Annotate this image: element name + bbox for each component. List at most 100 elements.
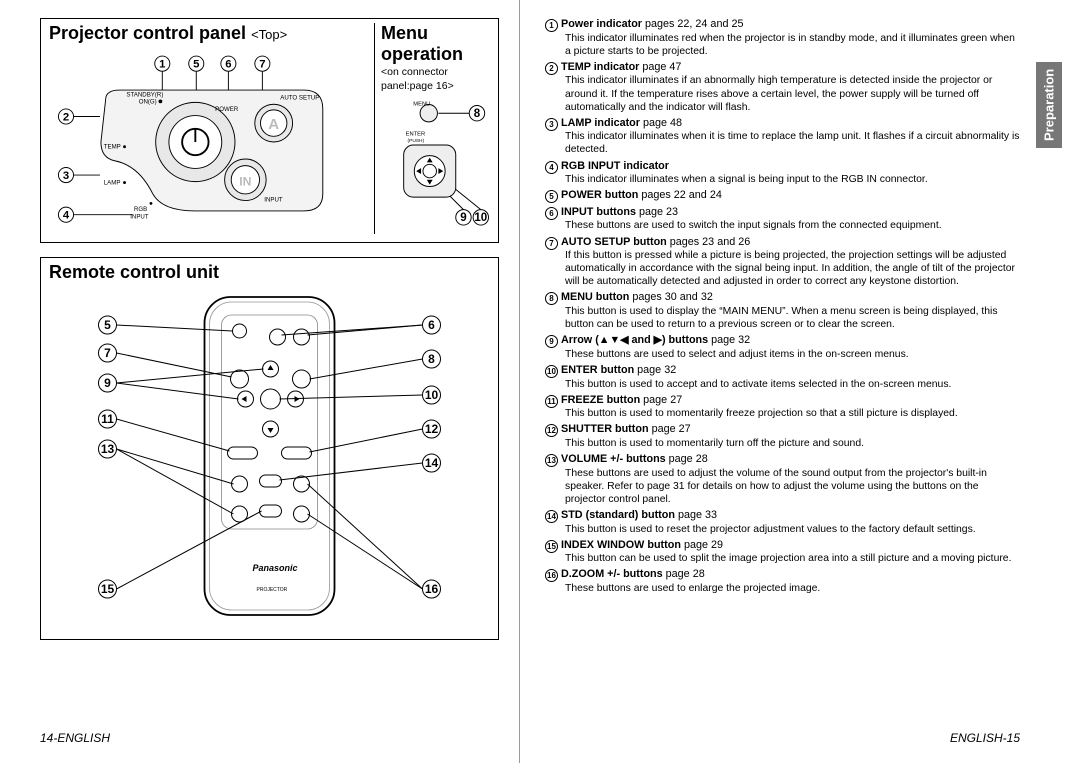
item-title: FREEZE button bbox=[561, 394, 643, 406]
item-title: RGB INPUT indicator bbox=[561, 160, 669, 172]
item-ref: page 33 bbox=[678, 509, 717, 521]
item-number: 3 bbox=[545, 118, 558, 131]
item-title: AUTO SETUP button bbox=[561, 236, 670, 248]
item-ref: pages 30 and 32 bbox=[632, 291, 712, 303]
svg-text:6: 6 bbox=[428, 318, 435, 332]
svg-text:ON(G): ON(G) bbox=[139, 98, 157, 105]
item-ref: pages 22 and 24 bbox=[641, 189, 721, 201]
svg-text:15: 15 bbox=[101, 582, 115, 596]
svg-text:8: 8 bbox=[474, 108, 481, 120]
svg-text:5: 5 bbox=[193, 58, 199, 70]
svg-text:2: 2 bbox=[63, 111, 69, 123]
left-footer: 14-ENGLISH bbox=[40, 731, 110, 745]
desc-item: 4RGB INPUT indicator This indicator illu… bbox=[545, 160, 1020, 187]
section-tab: Preparation bbox=[1036, 62, 1062, 148]
item-ref: page 32 bbox=[637, 364, 676, 376]
item-number: 9 bbox=[545, 335, 558, 348]
item-title: INDEX WINDOW button bbox=[561, 539, 684, 551]
desc-item: 5POWER button pages 22 and 24 bbox=[545, 189, 1020, 203]
svg-text:(PUSH): (PUSH) bbox=[408, 139, 425, 145]
svg-text:13: 13 bbox=[101, 442, 115, 456]
description-list: 1Power indicator pages 22, 24 and 25This… bbox=[545, 18, 1020, 595]
right-footer: ENGLISH-15 bbox=[950, 731, 1020, 745]
item-title: LAMP indicator bbox=[561, 117, 643, 129]
svg-text:10: 10 bbox=[474, 213, 487, 225]
svg-text:7: 7 bbox=[259, 58, 265, 70]
left-page: Projector control panel <Top> 1 5 6 7 bbox=[0, 0, 520, 763]
item-ref: page 28 bbox=[669, 453, 708, 465]
item-body: This indicator illuminates when it is ti… bbox=[561, 130, 1020, 156]
item-body: These buttons are used to enlarge the pr… bbox=[561, 582, 1020, 595]
svg-text:ENTER: ENTER bbox=[406, 132, 426, 138]
menu-op-sub1: <on connector bbox=[381, 66, 490, 78]
item-body: This button is used to accept and to act… bbox=[561, 378, 1020, 391]
item-title: Arrow (▲▼◀ and ▶) buttons bbox=[561, 334, 711, 346]
item-ref: page 23 bbox=[639, 206, 678, 218]
svg-text:TEMP: TEMP bbox=[104, 144, 121, 151]
item-body: This indicator illuminates when a signal… bbox=[561, 173, 1020, 186]
item-title: D.ZOOM +/- buttons bbox=[561, 568, 666, 580]
item-ref: page 48 bbox=[643, 117, 682, 129]
item-number: 11 bbox=[545, 395, 558, 408]
menu-op-sub2: panel:page 16> bbox=[381, 80, 490, 92]
svg-text:5: 5 bbox=[104, 318, 111, 332]
svg-text:10: 10 bbox=[425, 388, 439, 402]
item-number: 14 bbox=[545, 510, 558, 523]
desc-item: 10ENTER button page 32 This button is use… bbox=[545, 364, 1020, 391]
desc-item: 15INDEX WINDOW button page 29This button… bbox=[545, 539, 1020, 566]
svg-text:LAMP: LAMP bbox=[104, 179, 121, 186]
control-panel-diagram: 1 5 6 7 2 3 4 bbox=[49, 50, 370, 234]
item-number: 6 bbox=[545, 207, 558, 220]
svg-text:12: 12 bbox=[425, 422, 439, 436]
svg-text:AUTO SETUP: AUTO SETUP bbox=[280, 95, 319, 102]
desc-item: 8MENU button pages 30 and 32This button … bbox=[545, 291, 1020, 331]
item-title: POWER button bbox=[561, 189, 641, 201]
item-number: 15 bbox=[545, 540, 558, 553]
svg-text:1: 1 bbox=[159, 58, 165, 70]
item-ref: pages 22, 24 and 25 bbox=[645, 18, 743, 30]
item-title: STD (standard) button bbox=[561, 509, 678, 521]
desc-item: 7AUTO SETUP button pages 23 and 26If thi… bbox=[545, 236, 1020, 289]
item-number: 8 bbox=[545, 292, 558, 305]
menu-op-title2: operation bbox=[381, 44, 490, 65]
item-number: 16 bbox=[545, 569, 558, 582]
item-number: 5 bbox=[545, 190, 558, 203]
item-ref: page 28 bbox=[666, 568, 705, 580]
menu-operation-panel: Menu operation <on connector panel:page … bbox=[375, 23, 490, 234]
item-body: These buttons are used to switch the inp… bbox=[561, 219, 1020, 232]
item-body: These buttons are used to adjust the vol… bbox=[561, 467, 1020, 506]
item-title: ENTER button bbox=[561, 364, 637, 376]
item-title: VOLUME +/- buttons bbox=[561, 453, 669, 465]
item-ref: page 27 bbox=[643, 394, 682, 406]
right-page: Preparation 1Power indicator pages 22, 2… bbox=[520, 0, 1080, 763]
desc-item: 6INPUT buttons page 23These buttons are … bbox=[545, 206, 1020, 233]
item-title: MENU button bbox=[561, 291, 632, 303]
item-ref: page 47 bbox=[642, 61, 681, 73]
remote-title: Remote control unit bbox=[49, 262, 490, 283]
item-body: This indicator illuminates if an abnorma… bbox=[561, 74, 1020, 113]
item-ref: page 29 bbox=[684, 539, 723, 551]
item-body: This button is used to reset the project… bbox=[561, 523, 1020, 536]
item-number: 10 bbox=[545, 365, 558, 378]
desc-item: 14STD (standard) button page 33 This butt… bbox=[545, 509, 1020, 536]
svg-text:IN: IN bbox=[239, 174, 251, 188]
control-panel-box: Projector control panel <Top> 1 5 6 7 bbox=[40, 18, 499, 243]
desc-item: 11FREEZE button page 27This button is us… bbox=[545, 394, 1020, 421]
item-body: These buttons are used to select and adj… bbox=[561, 348, 1020, 361]
desc-item: 12SHUTTER button page 27This button is u… bbox=[545, 423, 1020, 450]
item-body: This button can be used to split the ima… bbox=[561, 552, 1020, 565]
svg-text:RGB: RGB bbox=[134, 206, 147, 213]
desc-item: 2TEMP indicator page 47This indicator il… bbox=[545, 61, 1020, 114]
svg-text:PROJECTOR: PROJECTOR bbox=[257, 587, 288, 593]
desc-item: 9Arrow (▲▼◀ and ▶) buttons page 32These … bbox=[545, 334, 1020, 361]
item-title: TEMP indicator bbox=[561, 61, 642, 73]
desc-item: 13VOLUME +/- buttons page 28These button… bbox=[545, 453, 1020, 506]
item-title: INPUT buttons bbox=[561, 206, 639, 218]
menu-op-title1: Menu bbox=[381, 23, 490, 44]
desc-item: 16D.ZOOM +/- buttons page 28 These button… bbox=[545, 568, 1020, 595]
item-ref: pages 23 and 26 bbox=[670, 236, 750, 248]
svg-text:MENU: MENU bbox=[413, 102, 430, 108]
svg-text:INPUT: INPUT bbox=[264, 196, 283, 203]
svg-text:4: 4 bbox=[63, 209, 70, 221]
item-ref: page 27 bbox=[652, 423, 691, 435]
